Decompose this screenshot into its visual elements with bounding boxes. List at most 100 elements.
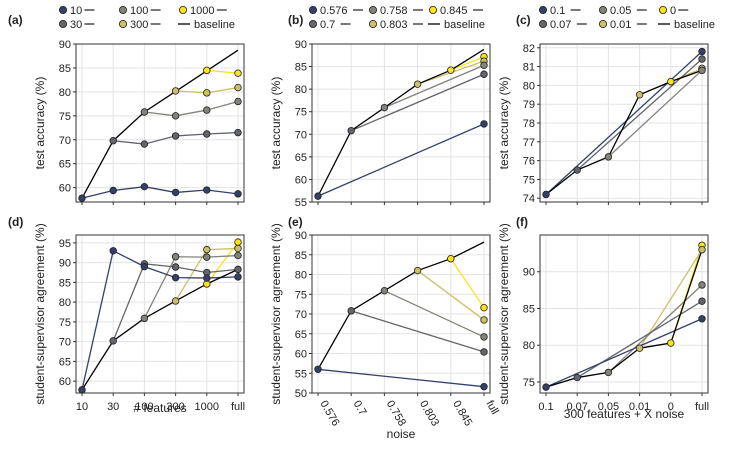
- x-tick-label: 0.845: [450, 399, 474, 429]
- series-line-0.758: [384, 290, 485, 338]
- y-axis-label: test accuracy (%): [269, 77, 283, 170]
- legend-marker: [539, 6, 548, 14]
- legend-marker: [308, 19, 317, 28]
- panel-label: (f): [516, 215, 528, 229]
- point-0.01: [635, 344, 644, 352]
- y-tick-label: 90: [59, 39, 71, 51]
- y-tick-label: 55: [295, 197, 307, 209]
- panel-a: 60 65 70 75 80 85 90 test accuracy (%) (a): [8, 13, 245, 205]
- point-100: [203, 253, 211, 261]
- point-0.7: [347, 126, 355, 135]
- point-0.576: [314, 365, 322, 373]
- legend-item: 10: [59, 5, 95, 17]
- legend-item: 0: [659, 5, 689, 17]
- x-tick-label: 300: [166, 401, 184, 413]
- point-0.803: [413, 266, 422, 275]
- series-line-100: [144, 100, 239, 117]
- point-300: [234, 244, 242, 253]
- y-tick-label: 79: [523, 99, 535, 111]
- y-tick-label: 85: [295, 62, 307, 74]
- legend-item: 0.05: [599, 5, 647, 17]
- point-0.07: [698, 55, 706, 63]
- y-tick-label: 80: [59, 297, 71, 309]
- y-tick-label: 55: [295, 368, 307, 380]
- point-0.1: [542, 383, 550, 391]
- legend-item: 0.845: [428, 5, 483, 17]
- panel-label: (d): [8, 215, 23, 229]
- y-tick-label: 81: [523, 62, 535, 74]
- y-axis-label: test accuracy (%): [497, 77, 511, 170]
- point-10: [78, 386, 86, 394]
- y-tick-label: 75: [295, 289, 307, 301]
- y-tick-label: 90: [295, 230, 307, 242]
- point-100: [140, 314, 149, 323]
- panel-e: 50 55 60 65 70 75 80 85 90 0.576 0.7 0.758 0.803 0.84…: [269, 215, 501, 441]
- y-tick-label: 70: [59, 135, 71, 147]
- legend-item: 0.576: [308, 5, 363, 17]
- series-line-0.1: [545, 51, 703, 195]
- point-30: [234, 265, 242, 274]
- plot-frame: [75, 234, 245, 394]
- panel-label: (e): [288, 215, 303, 229]
- point-100: [171, 253, 180, 261]
- legend-marker: [659, 6, 668, 14]
- series-line-1000: [206, 69, 239, 74]
- point-10: [140, 182, 149, 191]
- point-10: [140, 262, 149, 271]
- x-tick-label: 1000: [195, 401, 219, 413]
- series-line-0.845: [450, 258, 485, 309]
- point-1000: [234, 238, 242, 246]
- y-tick-label: 50: [295, 388, 307, 400]
- point-30: [171, 132, 180, 140]
- legend-item: 300: [119, 19, 161, 31]
- point-0.576: [480, 120, 488, 128]
- point-0.845: [480, 303, 488, 312]
- plot-frame: [539, 234, 709, 394]
- legend-label: 0.803: [380, 19, 408, 31]
- legend-marker: [368, 19, 377, 28]
- point-300: [203, 89, 211, 97]
- x-tick-label: 0.07: [566, 401, 587, 413]
- legend-label: 0.576: [320, 5, 348, 17]
- baseline-line: [317, 241, 485, 370]
- x-tick-label: 10: [76, 401, 88, 413]
- x-tick-label: 0.1: [538, 401, 553, 413]
- point-0.758: [480, 333, 488, 341]
- point-0.01: [698, 245, 706, 254]
- point-1000: [203, 66, 211, 75]
- baseline-line: [81, 268, 239, 391]
- series-line-0.758: [384, 64, 485, 109]
- x-tick-label: 0.05: [598, 401, 619, 413]
- point-0.05: [698, 281, 706, 289]
- y-tick-label: 85: [523, 303, 535, 315]
- series-line-0.576: [317, 368, 485, 388]
- series-line-0.7: [351, 310, 485, 353]
- y-tick-label: 80: [523, 340, 535, 352]
- legend-item: 0.07: [539, 19, 587, 31]
- y-tick-label: 80: [295, 84, 307, 96]
- y-tick-label: 65: [59, 159, 71, 171]
- point-0.803: [413, 80, 422, 88]
- legend-marker: [59, 19, 68, 28]
- legend-item: baseline: [658, 19, 715, 31]
- legend-marker: [119, 19, 128, 28]
- point-10: [234, 190, 242, 198]
- legend-label: 0: [670, 5, 676, 17]
- y-tick-label: 75: [59, 111, 71, 123]
- y-axis-label: student-supervisor agreement (%): [497, 223, 511, 404]
- x-tick-label: full: [231, 401, 245, 413]
- series-line-0.7: [350, 73, 485, 132]
- legend-item: 0.01: [599, 19, 647, 31]
- y-axis-label: student-supervisor agreement (%): [269, 223, 283, 404]
- y-tick-label: 80: [523, 80, 535, 92]
- legend-label: baseline: [194, 19, 235, 31]
- legend-item: baseline: [428, 19, 485, 31]
- baseline-line: [81, 49, 239, 199]
- legend-marker: [599, 6, 608, 14]
- y-tick-label: 90: [59, 258, 71, 270]
- series-line-0.803: [417, 270, 485, 321]
- point-0.05: [604, 368, 613, 377]
- point-100: [234, 97, 242, 106]
- legend: 0.1 0.05 0 0.07 0.01 baseline: [539, 5, 715, 31]
